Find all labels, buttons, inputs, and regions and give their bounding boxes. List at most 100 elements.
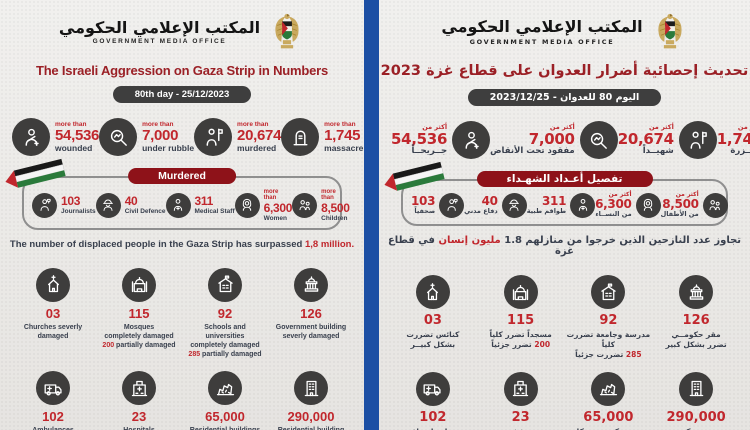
damage-line-text: Government building [275, 323, 347, 331]
note-text: The number of displaced people in the Ga… [9, 238, 305, 250]
damage-lines: Schools and universities completely damag… [184, 323, 266, 359]
damage-count: 126 [682, 313, 710, 329]
government-media-office-logo: المكتب الإعلامي الحكومي GOVERNMENT MEDIA… [379, 0, 750, 57]
murdered-label: دفاع مدني [464, 207, 498, 216]
murdered-count: 311 [194, 194, 214, 209]
more-than-label: more than [237, 120, 269, 128]
more-than-label: أكثر من [675, 191, 699, 198]
stat-label: شهيــداً [642, 146, 674, 157]
damage-line: Government building [276, 323, 346, 332]
damage-line: بشكل كبيــر [406, 340, 459, 350]
damage-count: 23 [511, 409, 530, 425]
murdered-item: 103 Journalists [32, 192, 96, 218]
more-than-label: أكثر من [737, 122, 750, 131]
church-icon [415, 275, 450, 310]
murdered-count: 103 [411, 194, 436, 209]
damage-line-text: 200 [531, 340, 551, 350]
damage-count: 92 [599, 313, 618, 329]
damage-line-text: Residential building [278, 427, 345, 430]
stat-item: أكثر من 7,000 مفقود تحت الأنقاض [490, 121, 618, 159]
damage-line-text: بشكل كبيــر [410, 340, 456, 350]
damage-cell: 65,000 وحدة سكنية هدم كليأو غيــر صالحـة … [565, 371, 653, 430]
government-icon [294, 267, 328, 302]
murdered-count: 6,300 [595, 197, 632, 212]
murdered-label: من الأطفال [660, 210, 699, 219]
damage-lines: Ambulancesdirectly targeted [26, 426, 80, 430]
murdered-label: Children [321, 214, 348, 222]
damage-cell: 92 مدرسة وجامعة تضررت كلياً 285 تضررت جزئي… [565, 275, 653, 359]
wounded-icon [452, 121, 491, 159]
damage-cell: 126 مقر حكومــي تضرر بشكل كبير [652, 275, 740, 359]
damage-cell: 102 سيارة إسعافاستهدفت بشكل مباشر [389, 371, 477, 430]
damage-lines: مسجداً تضرر كلياً 200 تضرر جزئياً [489, 330, 551, 350]
damage-line-text: تضرر بشكل كبير [665, 340, 727, 350]
tombstone-icon [281, 118, 320, 156]
palestine-flag-ribbon-icon [5, 158, 69, 199]
damage-line-text: Schools and universities [204, 323, 246, 340]
building-icon [679, 371, 714, 406]
stat-value: 20,674 [237, 126, 282, 144]
murdered-count: 40 [124, 194, 138, 209]
damage-line-text: Hospitals [123, 427, 155, 430]
damage-cell: 290,000 وحــدة سكنيـــةتضررت بشكل جزئي [652, 371, 740, 430]
murdered-item: 311 طواقم طبية [527, 192, 596, 218]
damage-line: مستشفــى [483, 427, 558, 430]
magnifier-icon [579, 121, 618, 159]
stat-value: 20,674 [617, 129, 674, 148]
note-highlight: مليون إنسان [438, 235, 501, 247]
damage-line-text: Churches severly [23, 323, 83, 331]
murdered-count: 8,500 [662, 197, 699, 212]
damage-cell: 115 مسجداً تضرر كلياً 200 تضرر جزئياً [477, 275, 565, 359]
damage-count: 115 [507, 313, 535, 329]
gmo-arabic-calligraphy: المكتب الإعلامي الحكومي [441, 17, 643, 37]
damage-count: 290,000 [666, 409, 726, 425]
damage-lines: مقر حكومــي تضرر بشكل كبير [666, 330, 727, 350]
more-than-label: more than [321, 189, 336, 202]
ambulance-icon [36, 371, 70, 406]
damage-line-text: سيارة إسعاف [408, 427, 458, 430]
stat-item: more than 1,745 massacre [281, 118, 363, 156]
hospital-icon [503, 371, 538, 406]
damage-line-text: وحدة سكنية هدم كلي [569, 427, 648, 430]
mosque-icon [122, 267, 156, 302]
stat-value: 54,536 [55, 126, 100, 144]
hospital-icon [122, 371, 156, 406]
damage-line: Mosques [102, 323, 175, 332]
damage-lines: كنائس تضررت بشكل كبيــر [406, 330, 459, 350]
note-text: تجاوز عدد النازحين الذين خرجوا من منازله… [500, 235, 742, 247]
stat-label: massacre [324, 143, 364, 154]
panel-left: المكتب الإعلامي الحكومي GOVERNMENT MEDIA… [0, 0, 364, 430]
government-icon [679, 275, 714, 310]
logo-text: المكتب الإعلامي الحكومي GOVERNMENT MEDIA… [59, 19, 260, 46]
more-than-label: أكثر من [648, 122, 674, 131]
damage-line-text: تضررت جزئياً [575, 349, 624, 359]
stat-item: more than 54,536 wounded [12, 118, 99, 156]
murdered-item: 103 صحفياً [411, 192, 465, 218]
building-icon [294, 371, 328, 406]
stat-item: أكثر من 20,674 شهيــداً [618, 121, 717, 159]
damage-cell: 23 مستشفــىو53 مركزاً صحياًو140 مؤسسة صحي… [477, 371, 565, 430]
damage-line-text: مقر حكومــي [671, 330, 721, 340]
displaced-note: تجاوز عدد النازحين الذين خرجوا من منازله… [379, 235, 750, 257]
damage-count: 03 [45, 305, 61, 321]
damage-line: مدرسة وجامعة تضررت كلياً [567, 330, 651, 350]
damage-line: 200 تضرر جزئياً [489, 340, 551, 350]
medical-staff-icon [570, 192, 596, 218]
damage-line-text: Ambulances [32, 427, 74, 430]
more-than-label: أكثر من [549, 122, 575, 131]
journalist-icon [439, 192, 465, 218]
day-badge: 80th day - 25/12/2023 [112, 86, 252, 103]
damage-line: مقر حكومــي [666, 330, 727, 340]
damage-cell: 03 كنائس تضررت بشكل كبيــر [389, 275, 477, 359]
murdered-count: 40 [481, 194, 498, 209]
damage-line-text: Mosques [123, 323, 155, 331]
damage-lines: Residential buildingpartially damaged [278, 426, 345, 430]
damage-lines: مستشفــىو53 مركزاً صحياًو140 مؤسسة صحيةخ… [483, 427, 558, 430]
palestine-emblem-icon [652, 9, 688, 55]
damage-cell: 126 Government building severly damaged [268, 267, 354, 359]
murdered-items: 103 Journalists 40 Civil Defence 311 Medical … [32, 189, 350, 222]
damage-line: 200 partially damaged [102, 341, 175, 350]
murdered-item: more than 6,300 Women [234, 189, 292, 222]
damage-line: 285 تضررت جزئياً [567, 350, 651, 360]
rubble-icon [208, 371, 242, 406]
